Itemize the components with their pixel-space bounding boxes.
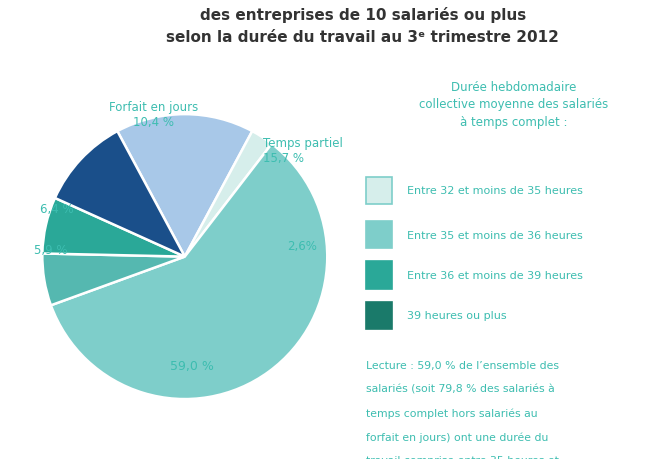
Text: selon la durée du travail au 3ᵉ trimestre 2012: selon la durée du travail au 3ᵉ trimestr… <box>167 30 559 45</box>
FancyBboxPatch shape <box>366 262 392 289</box>
Text: Temps partiel
15,7 %: Temps partiel 15,7 % <box>263 137 343 165</box>
Wedge shape <box>42 199 185 257</box>
Text: Lecture : 59,0 % de l’ensemble des: Lecture : 59,0 % de l’ensemble des <box>366 360 558 370</box>
Text: Entre 35 et moins de 36 heures: Entre 35 et moins de 36 heures <box>407 230 583 240</box>
Text: 2,6%: 2,6% <box>288 239 317 252</box>
Wedge shape <box>42 254 185 306</box>
Wedge shape <box>55 132 185 257</box>
Text: 39 heures ou plus: 39 heures ou plus <box>407 311 506 321</box>
Text: temps complet hors salariés au: temps complet hors salariés au <box>366 408 537 418</box>
Text: des entreprises de 10 salariés ou plus: des entreprises de 10 salariés ou plus <box>200 7 526 23</box>
FancyBboxPatch shape <box>366 302 392 330</box>
Text: 59,0 %: 59,0 % <box>170 359 214 372</box>
Text: salariés (soit 79,8 % des salariés à: salariés (soit 79,8 % des salariés à <box>366 384 554 394</box>
Wedge shape <box>51 145 327 399</box>
Text: Entre 32 et moins de 35 heures: Entre 32 et moins de 35 heures <box>407 186 583 196</box>
Text: 6,4 %: 6,4 % <box>40 202 74 215</box>
Text: Entre 36 et moins de 39 heures: Entre 36 et moins de 39 heures <box>407 270 583 280</box>
FancyBboxPatch shape <box>366 177 392 205</box>
Text: Forfait en jours
10,4 %: Forfait en jours 10,4 % <box>109 101 198 129</box>
Text: forfait en jours) ont une durée du: forfait en jours) ont une durée du <box>366 431 548 442</box>
Text: 5,9 %: 5,9 % <box>34 243 68 257</box>
FancyBboxPatch shape <box>366 221 392 249</box>
Wedge shape <box>118 115 252 257</box>
Wedge shape <box>185 132 271 257</box>
Text: travail comprise entre 35 heures et: travail comprise entre 35 heures et <box>366 455 558 459</box>
Text: Durée hebdomadaire
collective moyenne des salariés
à temps complet :: Durée hebdomadaire collective moyenne de… <box>419 81 609 129</box>
